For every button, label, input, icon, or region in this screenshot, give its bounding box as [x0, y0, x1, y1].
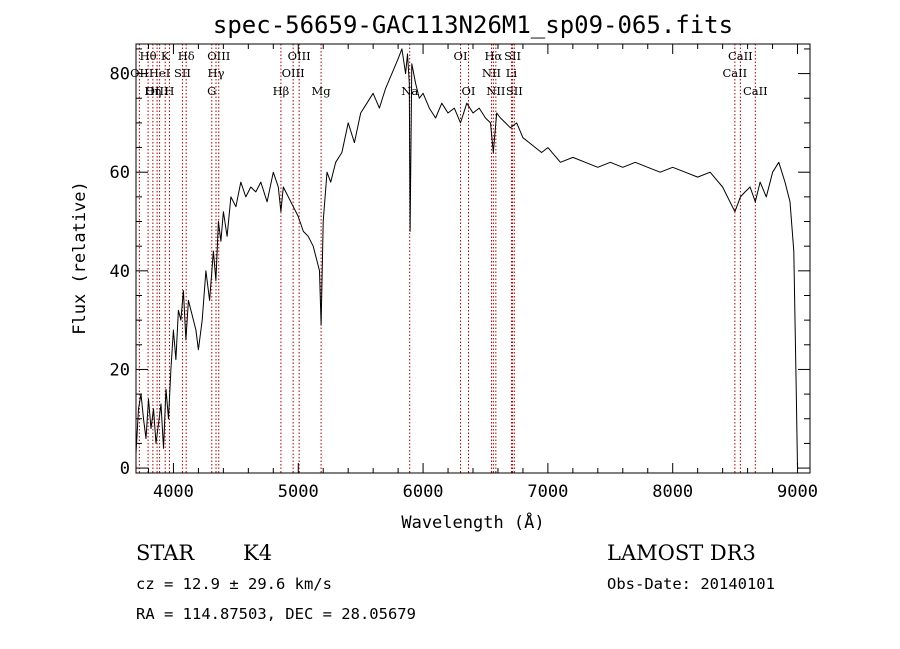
line-marker-label: CaII [728, 49, 753, 63]
chart-title: spec-56659-GAC113N26M1_sp09-065.fits [213, 11, 733, 39]
x-tick-label: 9000 [777, 482, 818, 502]
x-tick-label: 8000 [652, 482, 693, 502]
line-marker-label: SII [174, 66, 191, 80]
x-tick-label: 6000 [403, 482, 444, 502]
x-tick-label: 4000 [153, 482, 194, 502]
y-tick-label: 0 [120, 459, 130, 479]
line-marker-label: Hη [144, 84, 161, 98]
line-marker-label: Hδ [178, 49, 195, 63]
object-subclass: K4 [243, 541, 272, 565]
y-tick-label: 60 [110, 163, 130, 183]
x-axis-label: Wavelength (Å) [401, 511, 544, 533]
survey-name: LAMOST DR3 [607, 541, 756, 565]
line-marker-label: CaII [743, 84, 768, 98]
y-axis-label: Flux (relative) [70, 181, 90, 335]
y-tick-label: 80 [110, 65, 130, 85]
line-marker-label: Hθ [140, 49, 157, 63]
coordinates-text: RA = 114.87503, DEC = 28.05679 [136, 605, 416, 623]
line-marker-label: Hβ [273, 84, 290, 98]
x-tick-label: 5000 [278, 482, 319, 502]
line-marker-label: Mg [312, 84, 332, 98]
line-marker-label: NII [482, 66, 501, 80]
obs-date: Obs-Date: 20140101 [607, 575, 775, 593]
object-class: STAR [136, 541, 195, 565]
x-axis-ticks: 4000 5000 6000 7000 8000 9000 [147, 44, 818, 502]
line-marker-label: OI [462, 84, 476, 98]
line-marker-label: Li [506, 66, 518, 80]
line-marker-label: OIII [146, 84, 169, 98]
x-tick-label: 7000 [527, 482, 568, 502]
redshift-text: cz = 12.9 ± 29.6 km/s [136, 575, 332, 593]
line-marker-label: H [164, 84, 174, 98]
line-marker-label: K [161, 49, 170, 63]
line-marker-label: OIII [288, 49, 311, 63]
y-tick-label: 40 [110, 262, 130, 282]
spectrum-line [135, 48, 799, 469]
line-marker-label: CaII [722, 66, 747, 80]
line-marker-label: Hα [484, 49, 502, 63]
line-marker-label: NII [486, 84, 505, 98]
line-marker-label: OIII [207, 49, 230, 63]
line-marker-label: OII [130, 66, 149, 80]
line-marker-label: OIII [282, 66, 305, 80]
y-axis-ticks: 0 20 40 60 80 [110, 48, 810, 479]
y-tick-label: 20 [110, 360, 130, 380]
line-marker-label: OI [454, 49, 468, 63]
spectrum-series [135, 48, 799, 469]
line-marker-label: SII [504, 49, 521, 63]
line-marker-label: HeI [149, 66, 170, 80]
line-marker-label: G [207, 84, 216, 98]
plot-frame [135, 43, 811, 474]
line-marker-label: SII [506, 84, 523, 98]
line-marker-label: Hγ [208, 66, 225, 80]
spectral-line-markers [138, 44, 756, 473]
